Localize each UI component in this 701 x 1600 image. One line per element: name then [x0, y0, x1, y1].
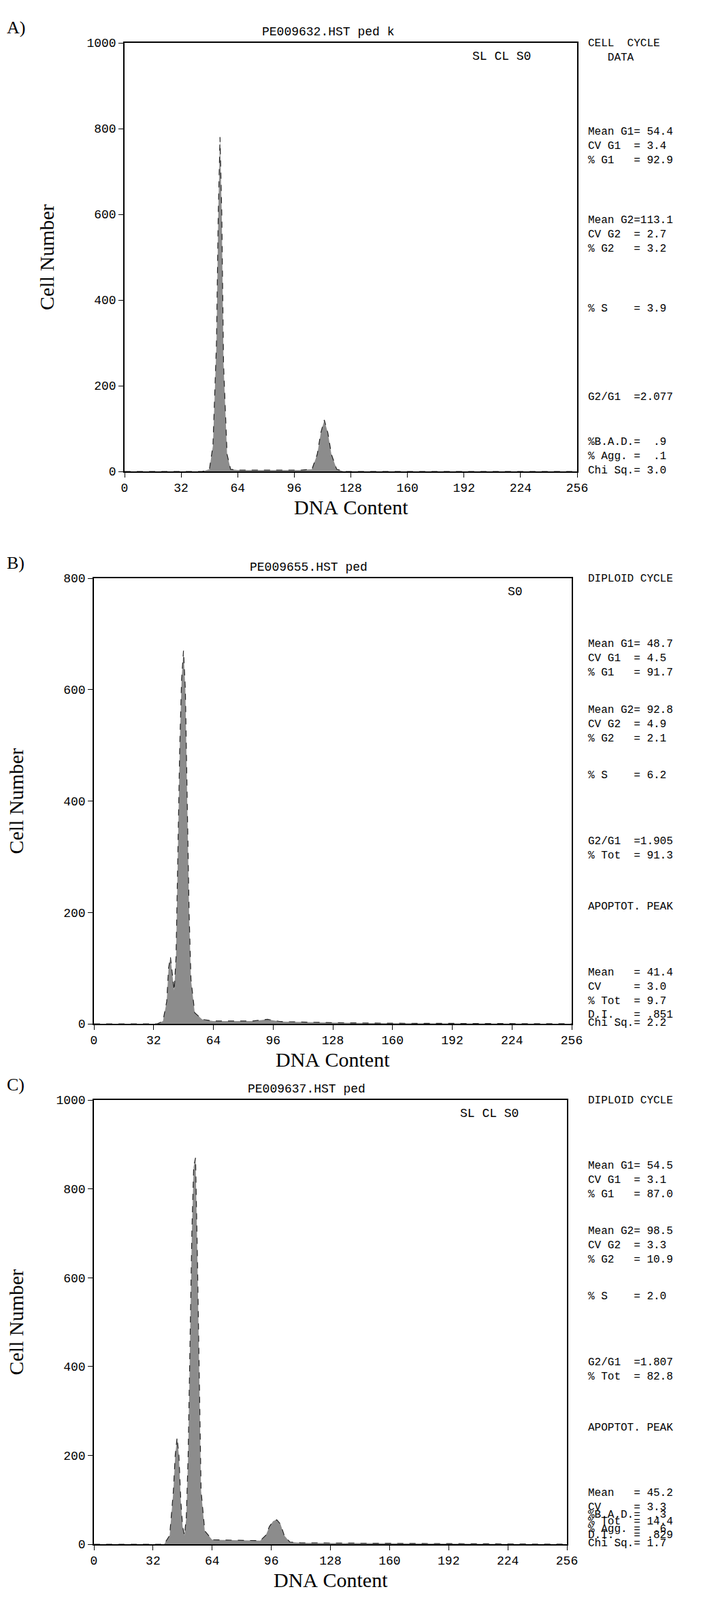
svg-text:A): A)	[6, 17, 26, 38]
svg-text:Mean G2= 98.5CV G2 = 3.3% G2: Mean G2= 98.5CV G2 = 3.3% G2 = 10.9	[588, 1225, 674, 1267]
svg-text:Cell Number: Cell Number	[4, 1269, 28, 1377]
svg-text:0: 0	[121, 481, 129, 496]
svg-text:32: 32	[173, 481, 189, 496]
svg-text:96: 96	[287, 481, 303, 496]
svg-text:Mean = 41.4CV = 3.0% Tot: Mean = 41.4CV = 3.0% Tot = 9.7D.I. = .85…	[588, 967, 674, 1022]
svg-text:Mean G1= 48.7CV G1 = 4.5% G1: Mean G1= 48.7CV G1 = 4.5% G1 = 91.7	[588, 638, 674, 680]
svg-text:0: 0	[78, 1018, 86, 1032]
svg-text:DNA Content: DNA Content	[273, 1569, 388, 1592]
svg-text:64: 64	[206, 1034, 222, 1049]
svg-text:224: 224	[509, 481, 532, 496]
svg-text:0: 0	[90, 1034, 99, 1049]
svg-text:200: 200	[63, 1450, 86, 1464]
svg-text:Mean = 45.2CV = 3.3% Tot: Mean = 45.2CV = 3.3% Tot = 14.4D.I. = .8…	[588, 1487, 674, 1543]
svg-text:32: 32	[145, 1555, 161, 1569]
svg-text:800: 800	[63, 572, 86, 586]
svg-text:Cell Number: Cell Number	[35, 204, 58, 311]
svg-text:400: 400	[93, 294, 116, 308]
svg-text:C): C)	[6, 1075, 25, 1096]
svg-text:400: 400	[63, 795, 86, 810]
svg-text:800: 800	[63, 1183, 86, 1198]
svg-text:200: 200	[93, 379, 116, 394]
svg-text:96: 96	[265, 1034, 281, 1049]
svg-text:600: 600	[93, 208, 116, 222]
svg-text:DIPLOID CYCLE: DIPLOID CYCLE	[588, 573, 674, 586]
svg-text:SL CL S0: SL CL S0	[460, 1107, 519, 1121]
svg-text:%B.A.D.= .3% Agg. = .6Chi Sq: %B.A.D.= .3% Agg. = .6Chi Sq.= 1.7	[588, 1509, 667, 1551]
svg-text:128: 128	[339, 481, 362, 496]
svg-text:800: 800	[93, 122, 116, 137]
svg-text:CELL CYCLE DATA: CELL CYCLE DATA	[588, 37, 661, 64]
svg-text:32: 32	[146, 1034, 162, 1049]
svg-text:DNA Content: DNA Content	[275, 1048, 390, 1072]
svg-text:64: 64	[230, 481, 246, 496]
svg-text:Mean G1= 54.5CV G1 = 3.1% G1: Mean G1= 54.5CV G1 = 3.1% G1 = 87.0	[588, 1160, 674, 1202]
svg-text:224: 224	[496, 1555, 519, 1569]
svg-text:64: 64	[204, 1555, 220, 1569]
svg-text:DNA Content: DNA Content	[294, 496, 409, 519]
svg-text:PE009637.HST ped: PE009637.HST ped	[247, 1082, 366, 1097]
svg-text:DIPLOID CYCLE: DIPLOID CYCLE	[588, 1095, 674, 1108]
svg-text:0: 0	[78, 1538, 86, 1553]
svg-text:Mean G2=113.1CV G2 = 2.7% G2: Mean G2=113.1CV G2 = 2.7% G2 = 3.2	[588, 214, 674, 256]
svg-text:600: 600	[63, 683, 86, 698]
svg-text:0: 0	[90, 1555, 99, 1569]
svg-text:%B.A.D.= .9% Agg. = .1Chi Sq: %B.A.D.= .9% Agg. = .1Chi Sq.= 3.0	[588, 436, 667, 478]
svg-text:G2/G1 =1.905% Tot = 91.3: G2/G1 =1.905% Tot = 91.3	[588, 835, 674, 863]
svg-text:400: 400	[63, 1361, 86, 1375]
svg-text:160: 160	[396, 481, 418, 496]
svg-text:PE009632.HST ped k: PE009632.HST ped k	[262, 25, 395, 39]
svg-text:200: 200	[63, 907, 86, 921]
svg-text:G2/G1 =2.077: G2/G1 =2.077	[588, 391, 674, 404]
svg-text:Mean G1= 54.4CV G1 = 3.4% G1: Mean G1= 54.4CV G1 = 3.4% G1 = 92.9	[588, 125, 674, 167]
svg-text:128: 128	[319, 1555, 341, 1569]
svg-text:Mean G2= 92.8CV G2 = 4.9% G2: Mean G2= 92.8CV G2 = 4.9% G2 = 2.1	[588, 704, 674, 746]
svg-text:192: 192	[437, 1555, 460, 1569]
svg-text:G2/G1 =1.807% Tot = 82.8: G2/G1 =1.807% Tot = 82.8	[588, 1357, 674, 1384]
svg-text:256: 256	[560, 1034, 583, 1049]
svg-text:224: 224	[500, 1034, 523, 1049]
svg-text:B): B)	[6, 553, 25, 574]
svg-text:256: 256	[566, 481, 589, 496]
svg-text:600: 600	[63, 1272, 86, 1287]
svg-text:APOPTOT. PEAK: APOPTOT. PEAK	[588, 901, 674, 914]
svg-text:96: 96	[264, 1555, 280, 1569]
svg-text:256: 256	[556, 1555, 578, 1569]
svg-text:% S = 3.9: % S = 3.9	[588, 302, 667, 316]
svg-text:SL CL S0: SL CL S0	[472, 49, 531, 64]
svg-text:1000: 1000	[86, 36, 116, 51]
svg-text:% S = 6.2: % S = 6.2	[588, 769, 667, 782]
svg-text:0: 0	[108, 465, 117, 480]
svg-text:% S = 2.0: % S = 2.0	[588, 1291, 667, 1304]
svg-text:APOPTOT. PEAK: APOPTOT. PEAK	[588, 1422, 674, 1435]
svg-text:Chi Sq.= 2.2: Chi Sq.= 2.2	[588, 1017, 667, 1030]
svg-text:128: 128	[321, 1034, 344, 1049]
svg-text:160: 160	[381, 1034, 404, 1049]
svg-text:S0: S0	[507, 585, 523, 599]
svg-text:160: 160	[378, 1555, 401, 1569]
svg-text:PE009655.HST ped: PE009655.HST ped	[249, 560, 368, 575]
svg-text:192: 192	[453, 481, 476, 496]
svg-text:Cell Number: Cell Number	[4, 748, 28, 855]
svg-text:1000: 1000	[55, 1094, 86, 1108]
svg-text:192: 192	[441, 1034, 463, 1049]
